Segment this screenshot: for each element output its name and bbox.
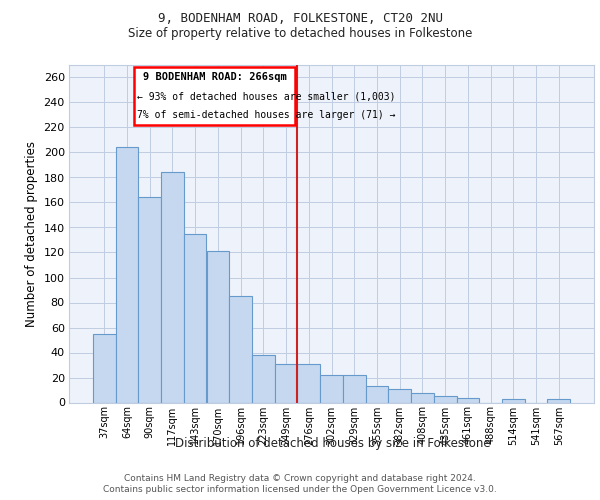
Bar xyxy=(161,172,184,402)
Text: Contains public sector information licensed under the Open Government Licence v3: Contains public sector information licen… xyxy=(103,485,497,494)
FancyBboxPatch shape xyxy=(134,68,295,125)
Text: 7% of semi-detached houses are larger (71) →: 7% of semi-detached houses are larger (7… xyxy=(137,110,395,120)
Bar xyxy=(457,398,479,402)
Bar xyxy=(252,355,275,403)
Bar xyxy=(206,251,229,402)
Bar xyxy=(298,364,320,403)
Text: 9, BODENHAM ROAD, FOLKESTONE, CT20 2NU: 9, BODENHAM ROAD, FOLKESTONE, CT20 2NU xyxy=(157,12,443,26)
Bar xyxy=(388,389,411,402)
Bar xyxy=(229,296,252,403)
Bar xyxy=(365,386,388,402)
Bar xyxy=(139,198,161,402)
Text: Size of property relative to detached houses in Folkestone: Size of property relative to detached ho… xyxy=(128,28,472,40)
Bar xyxy=(434,396,457,402)
Bar xyxy=(343,375,365,402)
Bar xyxy=(547,399,570,402)
Bar xyxy=(320,375,343,402)
Text: ← 93% of detached houses are smaller (1,003): ← 93% of detached houses are smaller (1,… xyxy=(137,91,395,101)
Bar xyxy=(116,148,139,402)
Y-axis label: Number of detached properties: Number of detached properties xyxy=(25,141,38,327)
Bar xyxy=(275,364,298,403)
Text: Distribution of detached houses by size in Folkestone: Distribution of detached houses by size … xyxy=(175,438,491,450)
Bar xyxy=(93,334,116,402)
Text: Contains HM Land Registry data © Crown copyright and database right 2024.: Contains HM Land Registry data © Crown c… xyxy=(124,474,476,483)
Text: 9 BODENHAM ROAD: 266sqm: 9 BODENHAM ROAD: 266sqm xyxy=(143,72,286,82)
Bar xyxy=(184,234,206,402)
Bar xyxy=(502,399,524,402)
Bar xyxy=(411,392,434,402)
